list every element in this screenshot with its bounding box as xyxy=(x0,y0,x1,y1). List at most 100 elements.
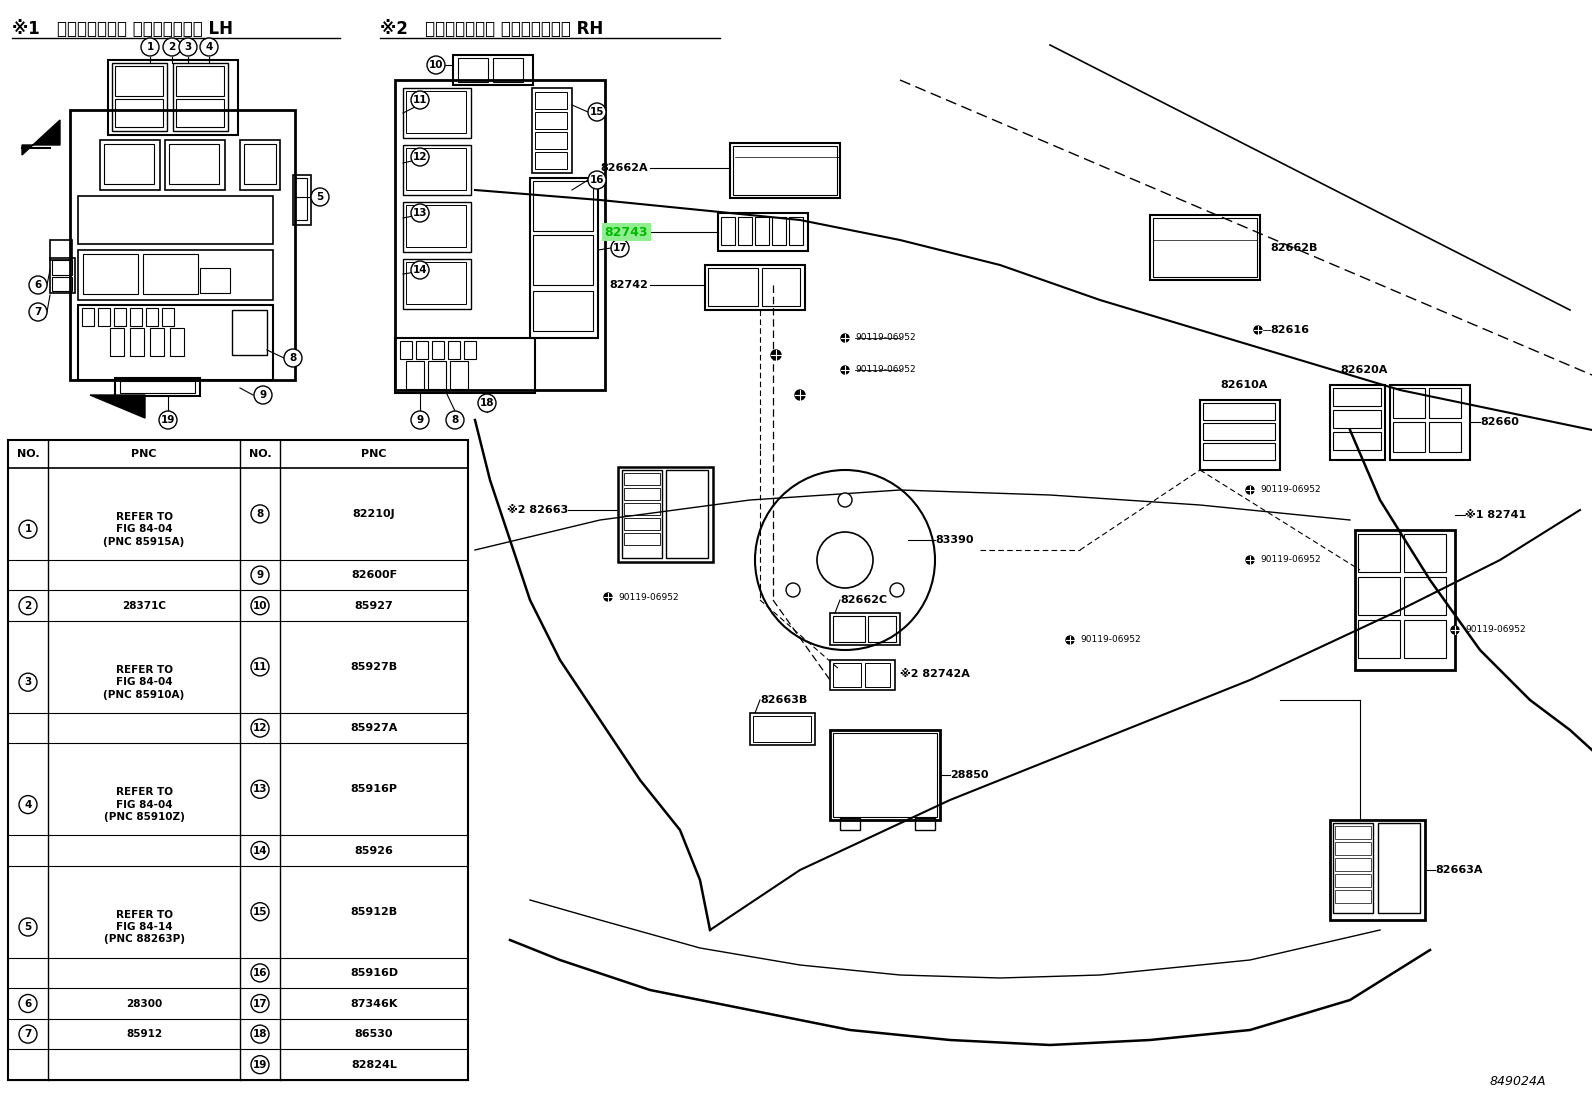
Bar xyxy=(1358,534,1399,571)
Bar xyxy=(8,440,468,1080)
Bar xyxy=(166,140,224,190)
Bar xyxy=(115,66,162,96)
Bar xyxy=(240,140,280,190)
Circle shape xyxy=(427,56,446,74)
Text: ※2   エンジンルーム リレーブロック RH: ※2 エンジンルーム リレーブロック RH xyxy=(380,20,603,38)
Bar xyxy=(624,488,661,500)
Text: 13: 13 xyxy=(253,785,267,795)
Bar xyxy=(53,277,72,291)
Bar xyxy=(535,132,567,149)
Text: REFER TO
FIG 84-14
(PNC 88263P): REFER TO FIG 84-14 (PNC 88263P) xyxy=(103,910,185,944)
Circle shape xyxy=(252,658,269,676)
Polygon shape xyxy=(22,120,60,155)
Text: 85927B: 85927B xyxy=(350,662,398,671)
Bar xyxy=(119,381,194,393)
Bar xyxy=(530,178,599,338)
Bar xyxy=(1333,388,1380,406)
Text: 83390: 83390 xyxy=(935,535,973,545)
Bar xyxy=(403,202,471,252)
Bar xyxy=(115,99,162,127)
Text: 2: 2 xyxy=(24,601,32,611)
Text: 17: 17 xyxy=(253,999,267,1009)
Circle shape xyxy=(841,334,849,342)
Circle shape xyxy=(252,1056,269,1074)
Text: 90119-06952: 90119-06952 xyxy=(1259,486,1321,495)
Circle shape xyxy=(252,597,269,614)
Bar xyxy=(750,713,815,745)
Bar xyxy=(78,249,272,300)
Text: 9: 9 xyxy=(417,415,423,425)
Bar xyxy=(110,328,124,356)
Bar xyxy=(143,254,197,295)
Bar xyxy=(665,470,708,558)
Polygon shape xyxy=(91,395,145,418)
Text: 2: 2 xyxy=(169,42,175,52)
Circle shape xyxy=(178,38,197,56)
Circle shape xyxy=(19,674,37,691)
Text: 12: 12 xyxy=(412,152,427,162)
Bar xyxy=(1404,534,1446,571)
Text: 90119-06952: 90119-06952 xyxy=(1259,555,1321,565)
Circle shape xyxy=(1450,626,1458,634)
Text: ※2 82742A: ※2 82742A xyxy=(899,669,970,679)
Text: 5: 5 xyxy=(24,922,32,932)
Bar xyxy=(1393,422,1425,452)
Bar xyxy=(131,308,142,326)
Bar xyxy=(463,341,476,359)
Bar xyxy=(624,503,661,515)
Bar xyxy=(99,308,110,326)
Bar xyxy=(622,470,662,558)
Bar xyxy=(395,338,535,393)
Bar xyxy=(833,617,864,642)
Circle shape xyxy=(252,719,269,737)
Bar xyxy=(406,148,466,190)
Bar xyxy=(295,178,307,220)
Bar xyxy=(293,175,310,225)
Circle shape xyxy=(252,504,269,523)
Bar xyxy=(162,308,174,326)
Text: 1: 1 xyxy=(146,42,153,52)
Bar xyxy=(170,328,185,356)
Text: 10: 10 xyxy=(253,601,267,611)
Text: ※1   エンジンルーム リレーブロック LH: ※1 エンジンルーム リレーブロック LH xyxy=(13,20,232,38)
Bar xyxy=(618,467,713,562)
Text: REFER TO
FIG 84-04
(PNC 85915A): REFER TO FIG 84-04 (PNC 85915A) xyxy=(103,512,185,546)
Circle shape xyxy=(587,171,607,189)
Text: 85916D: 85916D xyxy=(350,968,398,978)
Text: 8: 8 xyxy=(256,509,264,519)
Text: 85927: 85927 xyxy=(355,601,393,611)
Bar xyxy=(1149,215,1259,280)
Bar xyxy=(1336,842,1371,855)
Bar xyxy=(833,733,938,817)
Circle shape xyxy=(446,411,463,429)
Bar xyxy=(70,110,295,380)
Circle shape xyxy=(29,303,48,321)
Circle shape xyxy=(587,103,607,121)
Circle shape xyxy=(283,349,302,367)
Circle shape xyxy=(1067,636,1075,644)
Circle shape xyxy=(411,91,428,109)
Text: 9: 9 xyxy=(256,570,264,580)
Text: 28850: 28850 xyxy=(950,770,989,780)
Bar xyxy=(1336,858,1371,872)
Bar xyxy=(1333,823,1372,913)
Bar xyxy=(833,663,861,687)
Bar xyxy=(174,63,228,131)
Circle shape xyxy=(841,366,849,374)
Bar xyxy=(177,66,224,96)
Circle shape xyxy=(603,593,611,601)
Bar xyxy=(150,328,164,356)
Text: 15: 15 xyxy=(253,907,267,917)
Text: PNC: PNC xyxy=(361,449,387,459)
Text: 4: 4 xyxy=(205,42,213,52)
Bar xyxy=(535,112,567,129)
Text: 5: 5 xyxy=(317,192,323,202)
Bar xyxy=(406,262,466,304)
Text: ※2 82663: ※2 82663 xyxy=(506,506,568,515)
Text: 85916P: 85916P xyxy=(350,785,398,795)
Text: 82600F: 82600F xyxy=(350,570,396,580)
Bar xyxy=(454,55,533,85)
Text: 3: 3 xyxy=(185,42,191,52)
Bar xyxy=(83,308,94,326)
Text: 16: 16 xyxy=(589,175,605,185)
